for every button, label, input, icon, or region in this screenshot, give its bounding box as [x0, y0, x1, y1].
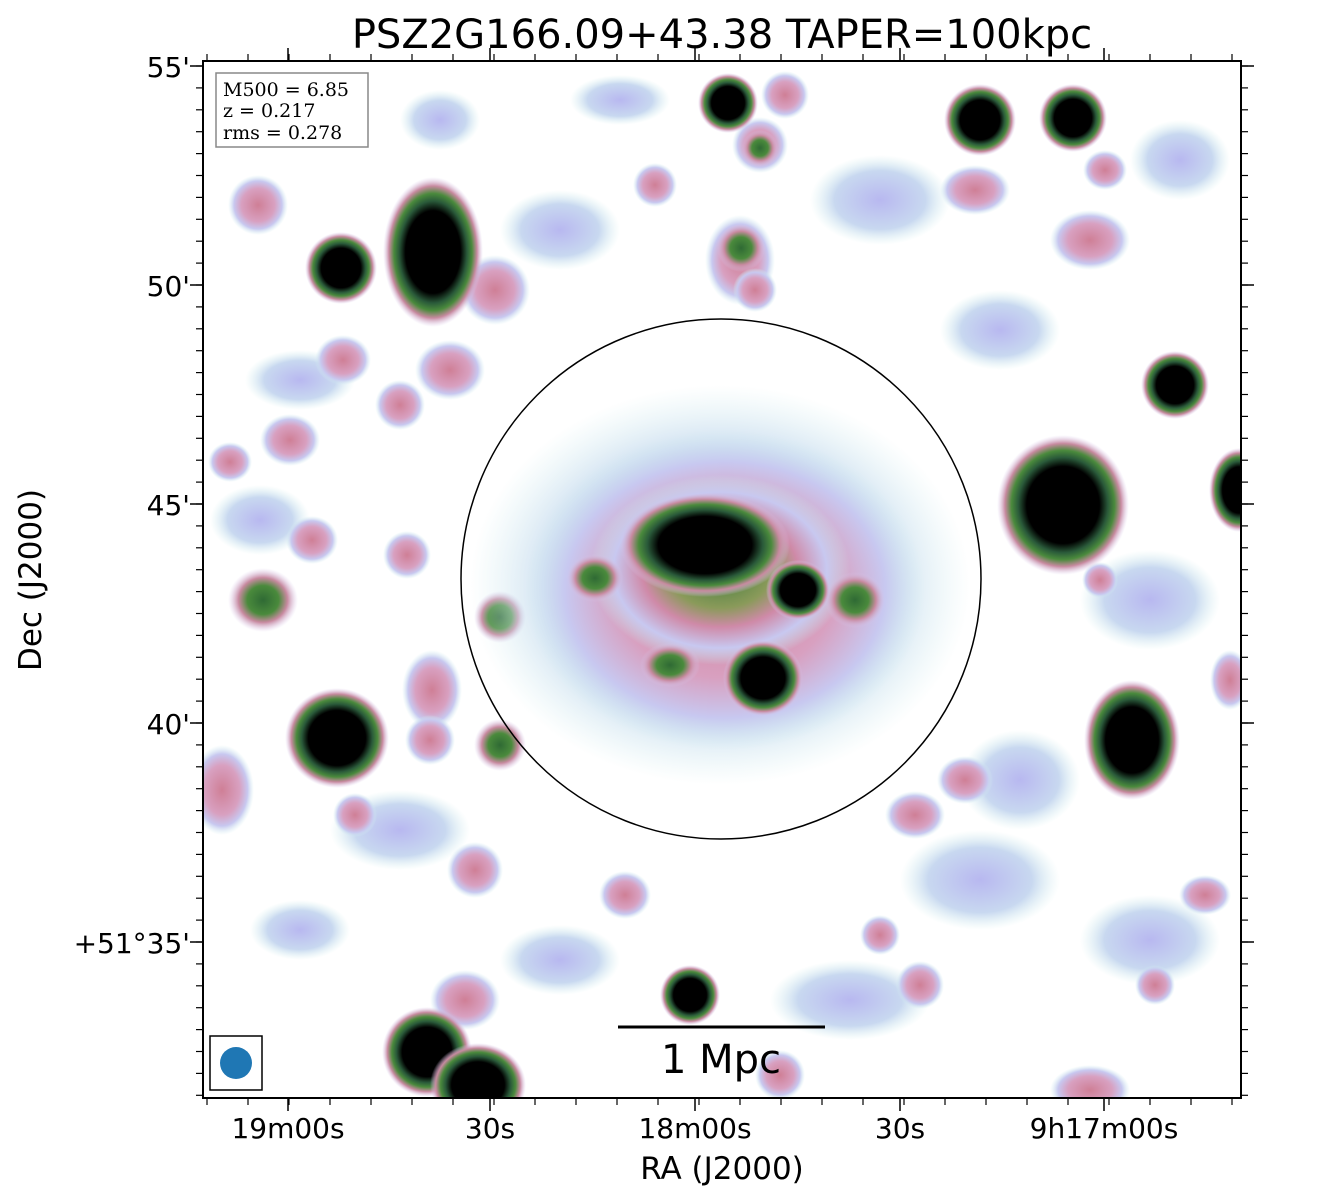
- x-axis-label: RA (J2000): [640, 1151, 804, 1187]
- r500-circle: [460, 318, 982, 840]
- beam-box: [209, 1035, 263, 1091]
- axis-ticks: [190, 48, 1254, 1111]
- scale-bar-label: 1 Mpc: [661, 1037, 781, 1083]
- chart-title: PSZ2G166.09+43.38 TAPER=100kpc: [352, 12, 1092, 58]
- pink-emission-patches: [203, 71, 1241, 1098]
- y-tick-labels: 55' 50' 45' 40' +51°35': [74, 51, 190, 960]
- x-tick-label: 9h17m00s: [1030, 1112, 1179, 1145]
- y-tick-label: 50': [147, 270, 190, 303]
- x-tick-labels: 19m00s 30s 18m00s 30s 9h17m00s: [231, 1112, 1178, 1145]
- x-tick-label: 19m00s: [231, 1112, 344, 1145]
- y-tick-label: 55': [147, 51, 190, 84]
- y-tick-label: 40': [147, 708, 190, 741]
- image-panel: 1 Mpc M500 = 6.85 z = 0.217 rms = 0.278: [203, 61, 1241, 1098]
- x-tick-label: 30s: [465, 1112, 515, 1145]
- info-line-rms: rms = 0.278: [223, 122, 342, 144]
- info-line-z: z = 0.217: [223, 100, 315, 122]
- y-tick-label: +51°35': [74, 927, 190, 960]
- info-box: M500 = 6.85 z = 0.217 rms = 0.278: [215, 72, 369, 148]
- plot-frame: [202, 60, 1242, 1099]
- x-tick-label: 18m00s: [638, 1112, 751, 1145]
- y-axis-label: Dec (J2000): [13, 489, 49, 671]
- y-tick-label: 45': [147, 489, 190, 522]
- compact-radio-sources: [285, 73, 1241, 1098]
- x-tick-label: 30s: [875, 1112, 925, 1145]
- beam-ellipse-icon: [220, 1047, 252, 1079]
- info-line-m500: M500 = 6.85: [223, 79, 349, 101]
